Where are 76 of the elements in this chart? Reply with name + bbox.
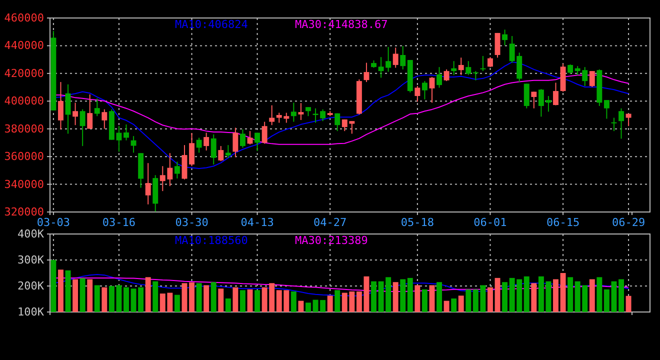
candlestick bbox=[502, 29, 508, 46]
x-tick-label: 04-27 bbox=[314, 216, 347, 229]
candlestick bbox=[240, 128, 246, 148]
candlestick bbox=[429, 76, 435, 104]
candlestick bbox=[306, 106, 311, 117]
candlestick bbox=[94, 98, 100, 117]
y-tick-label: 440000 bbox=[4, 39, 44, 52]
candlestick bbox=[247, 130, 253, 145]
x-tick-label: 03-30 bbox=[175, 216, 208, 229]
text: MA10:188560 bbox=[175, 234, 248, 247]
candlestick bbox=[80, 108, 86, 147]
candlestick bbox=[364, 62, 370, 83]
candlestick bbox=[298, 102, 304, 120]
candlestick bbox=[124, 124, 129, 141]
x-tick-label: 06-29 bbox=[612, 216, 646, 229]
candlestick bbox=[480, 55, 486, 72]
y-tick-label: 360000 bbox=[4, 150, 44, 164]
candlestick bbox=[422, 80, 428, 100]
candlestick bbox=[269, 104, 275, 126]
candlestick bbox=[414, 86, 420, 102]
candlestick bbox=[225, 144, 231, 158]
candlestick bbox=[145, 162, 151, 205]
candlestick bbox=[466, 60, 472, 76]
y-tick-label: 200K bbox=[18, 280, 44, 293]
candlestick bbox=[494, 32, 500, 58]
x-tick-label: 06-15 bbox=[546, 216, 580, 229]
candlestick bbox=[436, 66, 442, 88]
candlestick bbox=[531, 91, 537, 109]
candlestick bbox=[568, 64, 574, 74]
y-tick-label: 380000 bbox=[4, 122, 44, 136]
candlestick bbox=[589, 70, 595, 88]
y-tick-label: 460000 bbox=[4, 12, 44, 25]
candlestick bbox=[458, 57, 464, 76]
candlestick bbox=[604, 100, 610, 120]
candlestick bbox=[451, 60, 457, 76]
candlestick bbox=[130, 136, 136, 154]
candlestick bbox=[65, 84, 71, 134]
candlestick bbox=[524, 83, 530, 109]
candlestick bbox=[196, 137, 202, 154]
text: MA10:406824 bbox=[175, 18, 248, 31]
candlestick bbox=[174, 161, 180, 179]
candlestick bbox=[58, 82, 64, 130]
y-tick-label: 340000 bbox=[4, 178, 44, 191]
candlestick bbox=[72, 102, 78, 126]
candlestick bbox=[262, 121, 268, 144]
candlestick bbox=[189, 132, 194, 167]
candlestick bbox=[254, 132, 260, 152]
candlestick bbox=[488, 56, 493, 68]
candlestick bbox=[444, 68, 450, 82]
y-tick-label: 400K bbox=[18, 228, 44, 241]
candlestick bbox=[400, 45, 406, 70]
candlestick bbox=[87, 94, 93, 130]
candlestick bbox=[618, 108, 624, 140]
candlestick bbox=[626, 113, 632, 127]
y-tick-label: 420000 bbox=[4, 66, 44, 80]
candlestick bbox=[553, 82, 558, 106]
y-tick-label: 300K bbox=[18, 254, 44, 267]
candlestick bbox=[232, 127, 238, 158]
text: MA30:414838.67 bbox=[295, 18, 388, 31]
text: MA30:213389 bbox=[295, 234, 368, 247]
candlestick bbox=[472, 70, 478, 81]
candlestick bbox=[182, 144, 188, 180]
x-tick-label: 04-13 bbox=[240, 216, 274, 229]
candlestick bbox=[611, 117, 617, 132]
candlestick bbox=[392, 47, 398, 68]
candlestick bbox=[210, 134, 216, 165]
x-tick-label: 06-01 bbox=[474, 216, 507, 229]
candlestick bbox=[290, 102, 296, 122]
candlestick bbox=[102, 108, 108, 130]
y-tick-label: 100K bbox=[18, 306, 44, 319]
candlestick bbox=[334, 112, 340, 132]
candlestick bbox=[218, 146, 224, 162]
x-tick-label: 05-18 bbox=[400, 216, 434, 229]
y-tick-label: 400000 bbox=[4, 94, 44, 108]
candlestick bbox=[204, 132, 210, 151]
x-tick-label: 03-16 bbox=[102, 216, 136, 229]
